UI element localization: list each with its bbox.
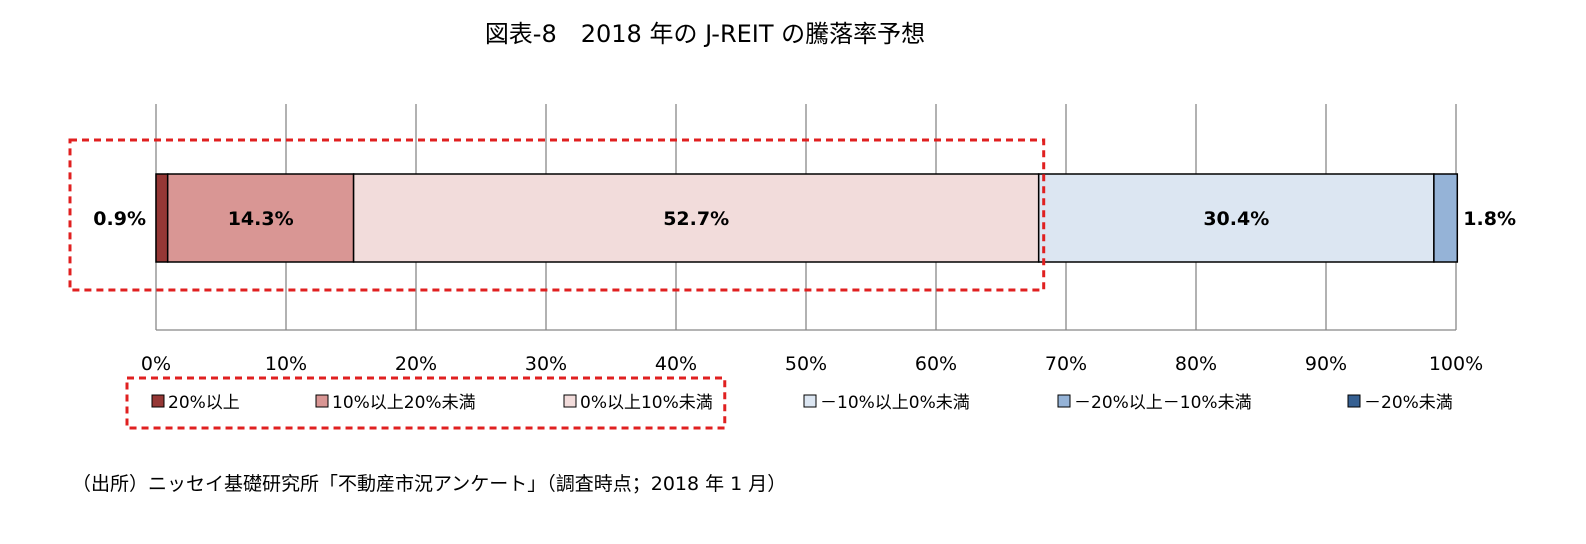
legend-label: 0%以上10%未満 bbox=[580, 393, 713, 413]
x-axis-ticks: 0% 10% 20% 30% 40% 50% 60% 70% 80% 90% 100% bbox=[141, 353, 1483, 375]
data-label: 14.3% bbox=[228, 208, 294, 230]
data-label: 52.7% bbox=[663, 208, 729, 230]
chart-title: 図表-8 2018 年の J-REIT の騰落率予想 bbox=[485, 20, 925, 48]
x-tick-label: 20% bbox=[395, 353, 437, 375]
source-note: （出所）ニッセイ基礎研究所「不動産市況アンケート」（調査時点；2018 年 1 … bbox=[72, 473, 786, 495]
segment-labels: 0.9% 14.3% 52.7% 30.4% 1.8% bbox=[93, 208, 1516, 230]
legend-swatch bbox=[315, 394, 329, 408]
legend-label: 10%以上20%未満 bbox=[332, 393, 476, 413]
x-tick-label: 100% bbox=[1429, 353, 1483, 375]
bar-segment bbox=[166, 173, 355, 263]
bar-segment bbox=[352, 173, 1040, 263]
legend-label: 20%以上 bbox=[168, 393, 240, 413]
x-tick-label: 0% bbox=[141, 353, 171, 375]
legend-label: －10%以上0%未満 bbox=[820, 393, 970, 413]
bar-segment bbox=[1433, 173, 1459, 263]
bar-segment bbox=[1037, 173, 1435, 263]
legend-swatch bbox=[563, 394, 577, 408]
legend-label: －20%以上－10%未満 bbox=[1074, 393, 1252, 413]
legend: 20%以上 10%以上20%未満 0%以上10%未満 －10%以上0%未満 －20%以上… bbox=[151, 393, 1453, 413]
x-tick-label: 30% bbox=[525, 353, 567, 375]
x-tick-label: 60% bbox=[915, 353, 957, 375]
bar-segment bbox=[155, 173, 169, 263]
highlight-boxes bbox=[68, 138, 1046, 430]
data-label: 30.4% bbox=[1203, 208, 1269, 230]
stacked-bar bbox=[155, 173, 1459, 263]
data-label: 1.8% bbox=[1463, 208, 1516, 230]
highlight-box-bar bbox=[68, 138, 1046, 292]
x-tick-label: 40% bbox=[655, 353, 697, 375]
x-tick-label: 80% bbox=[1175, 353, 1217, 375]
x-tick-label: 10% bbox=[265, 353, 307, 375]
x-tick-label: 90% bbox=[1305, 353, 1347, 375]
legend-swatch bbox=[803, 394, 817, 408]
legend-swatch bbox=[151, 394, 165, 408]
x-tick-label: 70% bbox=[1045, 353, 1087, 375]
legend-swatch bbox=[1057, 394, 1071, 408]
data-label: 0.9% bbox=[93, 208, 146, 230]
legend-swatch bbox=[1347, 394, 1361, 408]
legend-label: －20%未満 bbox=[1364, 393, 1453, 413]
x-tick-label: 50% bbox=[785, 353, 827, 375]
